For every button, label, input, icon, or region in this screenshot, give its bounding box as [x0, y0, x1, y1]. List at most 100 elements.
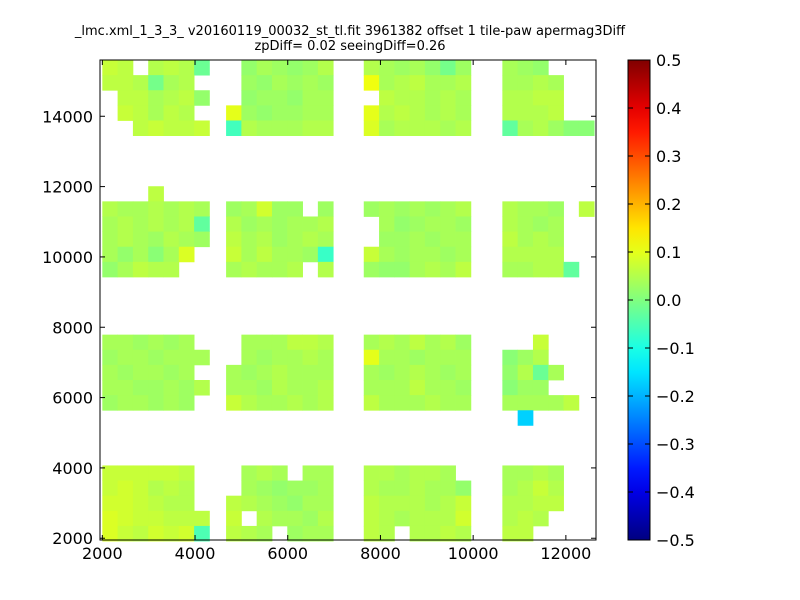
heatmap-cell: [163, 120, 180, 136]
heatmap-cell: [148, 395, 164, 411]
heatmap-cell: [271, 380, 288, 396]
heatmap-cell: [178, 75, 195, 91]
heatmap-cell: [163, 495, 180, 512]
heatmap-cell: [194, 525, 210, 542]
heatmap-cell: [578, 201, 595, 217]
heatmap-cell: [102, 216, 119, 232]
heatmap-cell: [148, 105, 164, 121]
heatmap-cell: [363, 105, 380, 121]
heatmap-cell: [317, 261, 334, 278]
heatmap-cell: [317, 364, 334, 381]
heatmap-cell: [517, 380, 534, 396]
heatmap-cell: [548, 495, 564, 512]
heatmap-cell: [424, 480, 441, 497]
heatmap-cell: [102, 334, 119, 351]
heatmap-cell: [163, 510, 180, 527]
y-tick-label: 4000: [52, 459, 93, 478]
heatmap-cell: [548, 216, 564, 232]
heatmap-cell: [379, 525, 395, 542]
heatmap-cell: [241, 75, 258, 91]
heatmap-cell: [379, 349, 395, 366]
heatmap-cell: [548, 480, 564, 497]
heatmap-cell: [148, 495, 164, 512]
heatmap-cell: [226, 201, 242, 217]
heatmap-cell: [148, 216, 164, 232]
x-tick-label: 4000: [175, 544, 216, 563]
heatmap-cell: [455, 90, 472, 106]
heatmap-cell: [517, 495, 534, 512]
heatmap-cell: [132, 105, 149, 121]
heatmap-cell: [363, 480, 380, 497]
heatmap-cell: [132, 120, 149, 136]
heatmap-cell: [163, 60, 180, 76]
heatmap-cell: [117, 510, 134, 527]
heatmap-cell: [102, 395, 119, 411]
heatmap-cell: [455, 216, 472, 232]
heatmap-cell: [163, 261, 180, 278]
heatmap-cell: [394, 510, 411, 527]
heatmap-cell: [317, 480, 334, 497]
heatmap-cell: [409, 105, 426, 121]
heatmap-cell: [440, 349, 456, 366]
heatmap-cell: [379, 261, 395, 278]
heatmap-cell: [132, 349, 149, 366]
heatmap-cell: [163, 364, 180, 381]
heatmap-cell: [440, 495, 456, 512]
heatmap-cell: [287, 90, 303, 106]
heatmap-cell: [302, 349, 319, 366]
heatmap-cell: [440, 246, 456, 263]
heatmap-cell: [102, 364, 119, 381]
heatmap-cell: [148, 90, 164, 106]
heatmap-cell: [424, 380, 441, 396]
heatmap-cell: [317, 60, 334, 76]
heatmap-cell: [363, 60, 380, 76]
heatmap-cell: [241, 216, 258, 232]
heatmap-cell: [287, 201, 303, 217]
heatmap-cell: [117, 261, 134, 278]
heatmap-cell: [163, 465, 180, 481]
heatmap-cell: [394, 364, 411, 381]
heatmap-cell: [532, 201, 549, 217]
heatmap-cell: [379, 380, 395, 396]
heatmap-cell: [517, 60, 534, 76]
heatmap-cell: [117, 480, 134, 497]
heatmap-cell: [394, 216, 411, 232]
heatmap-cell: [241, 246, 258, 263]
heatmap-cell: [409, 334, 426, 351]
heatmap-cell: [102, 349, 119, 366]
heatmap-cell: [178, 465, 195, 481]
heatmap-cell: [102, 495, 119, 512]
heatmap-cell: [409, 525, 426, 542]
heatmap-cell: [548, 395, 564, 411]
heatmap-cell: [256, 349, 273, 366]
heatmap-cell: [132, 90, 149, 106]
heatmap-cell: [117, 75, 134, 91]
heatmap-cell: [455, 246, 472, 263]
heatmap-cell: [132, 261, 149, 278]
heatmap-cell: [548, 120, 564, 136]
heatmap-cell: [563, 120, 580, 136]
heatmap-cell: [302, 75, 319, 91]
heatmap-cell: [302, 525, 319, 542]
x-tick-label: 8000: [360, 544, 401, 563]
heatmap-cell: [578, 120, 595, 136]
heatmap-cell: [256, 231, 273, 248]
heatmap-cell: [394, 201, 411, 217]
heatmap-cell: [502, 510, 519, 527]
heatmap-cell: [424, 495, 441, 512]
heatmap-cell: [440, 90, 456, 106]
heatmap-cell: [317, 495, 334, 512]
heatmap-cell: [271, 510, 288, 527]
heatmap-cell: [440, 60, 456, 76]
heatmap-cell: [502, 349, 519, 366]
heatmap-cell: [424, 261, 441, 278]
heatmap-cell: [132, 480, 149, 497]
heatmap-cell: [271, 60, 288, 76]
heatmap-cell: [287, 60, 303, 76]
heatmap-cell: [455, 75, 472, 91]
heatmap-cell: [394, 246, 411, 263]
heatmap-cell: [517, 246, 534, 263]
heatmap-cell: [148, 480, 164, 497]
heatmap-cell: [502, 525, 519, 542]
heatmap-cell: [302, 395, 319, 411]
